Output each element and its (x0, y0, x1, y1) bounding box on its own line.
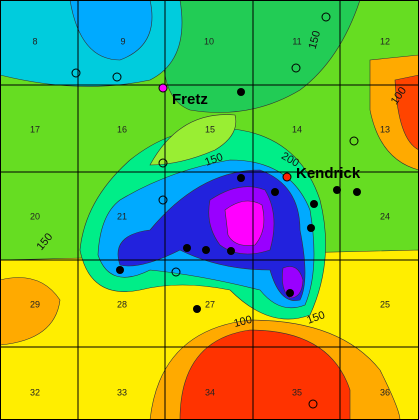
dry-hole (308, 399, 318, 409)
section-label: 21 (117, 211, 127, 221)
section-label: 27 (205, 299, 215, 309)
section-label: 9 (120, 36, 125, 46)
section-label: 14 (292, 124, 302, 134)
south-red (179, 329, 351, 420)
section-label: 29 (30, 299, 40, 309)
dry-hole (171, 267, 181, 277)
ridge (149, 114, 237, 166)
well-dot (183, 244, 191, 252)
section-label: 17 (30, 124, 40, 134)
section-labels: 8 9 10 11 12 17 16 15 14 13 20 21 24 29 … (30, 36, 390, 397)
well-symbols (71, 12, 361, 409)
contour-label: 150 (305, 309, 326, 327)
blue-zone (69, 0, 153, 61)
dry-hole (112, 72, 122, 82)
section-label: 24 (380, 211, 390, 221)
well-dot (202, 246, 210, 254)
section-label: 11 (292, 36, 301, 46)
well-label: Fretz (172, 91, 208, 108)
dry-hole (158, 158, 168, 168)
section-label: 13 (380, 124, 390, 134)
section-label: 10 (204, 36, 214, 46)
section-label: 28 (117, 299, 127, 309)
fretz-well (158, 83, 168, 93)
section-label: 36 (380, 387, 390, 397)
contour-label: 100 (233, 314, 254, 330)
section-label: 35 (292, 387, 302, 397)
well-dot (286, 289, 294, 297)
section-label: 32 (30, 387, 40, 397)
west-orange (0, 277, 61, 346)
well-dot (333, 186, 341, 194)
well-dot (237, 88, 245, 96)
well-dot (237, 174, 245, 182)
kendrick-well (282, 172, 292, 182)
well-dot (271, 188, 279, 196)
section-label: 33 (117, 387, 127, 397)
anomaly-core (224, 200, 265, 246)
contour-label: 150 (307, 30, 323, 51)
section-label: 25 (380, 299, 390, 309)
section-label: 12 (380, 36, 390, 46)
well-dot (307, 224, 315, 232)
well-dot (353, 188, 361, 196)
well-dot (227, 247, 235, 255)
dry-hole (321, 12, 331, 22)
dry-hole (349, 136, 359, 146)
contour-label: 150 (203, 151, 224, 169)
section-label: 34 (205, 387, 215, 397)
section-label: 16 (117, 124, 127, 134)
well-dot (193, 305, 201, 313)
dry-hole (71, 68, 81, 78)
well-dot (116, 266, 124, 274)
section-label: 15 (205, 124, 215, 134)
well-dot (310, 200, 318, 208)
dry-hole (158, 195, 168, 205)
dry-hole (291, 63, 301, 73)
well-label: Kendrick (296, 165, 361, 182)
section-label: 20 (30, 211, 40, 221)
section-label: 8 (32, 36, 37, 46)
